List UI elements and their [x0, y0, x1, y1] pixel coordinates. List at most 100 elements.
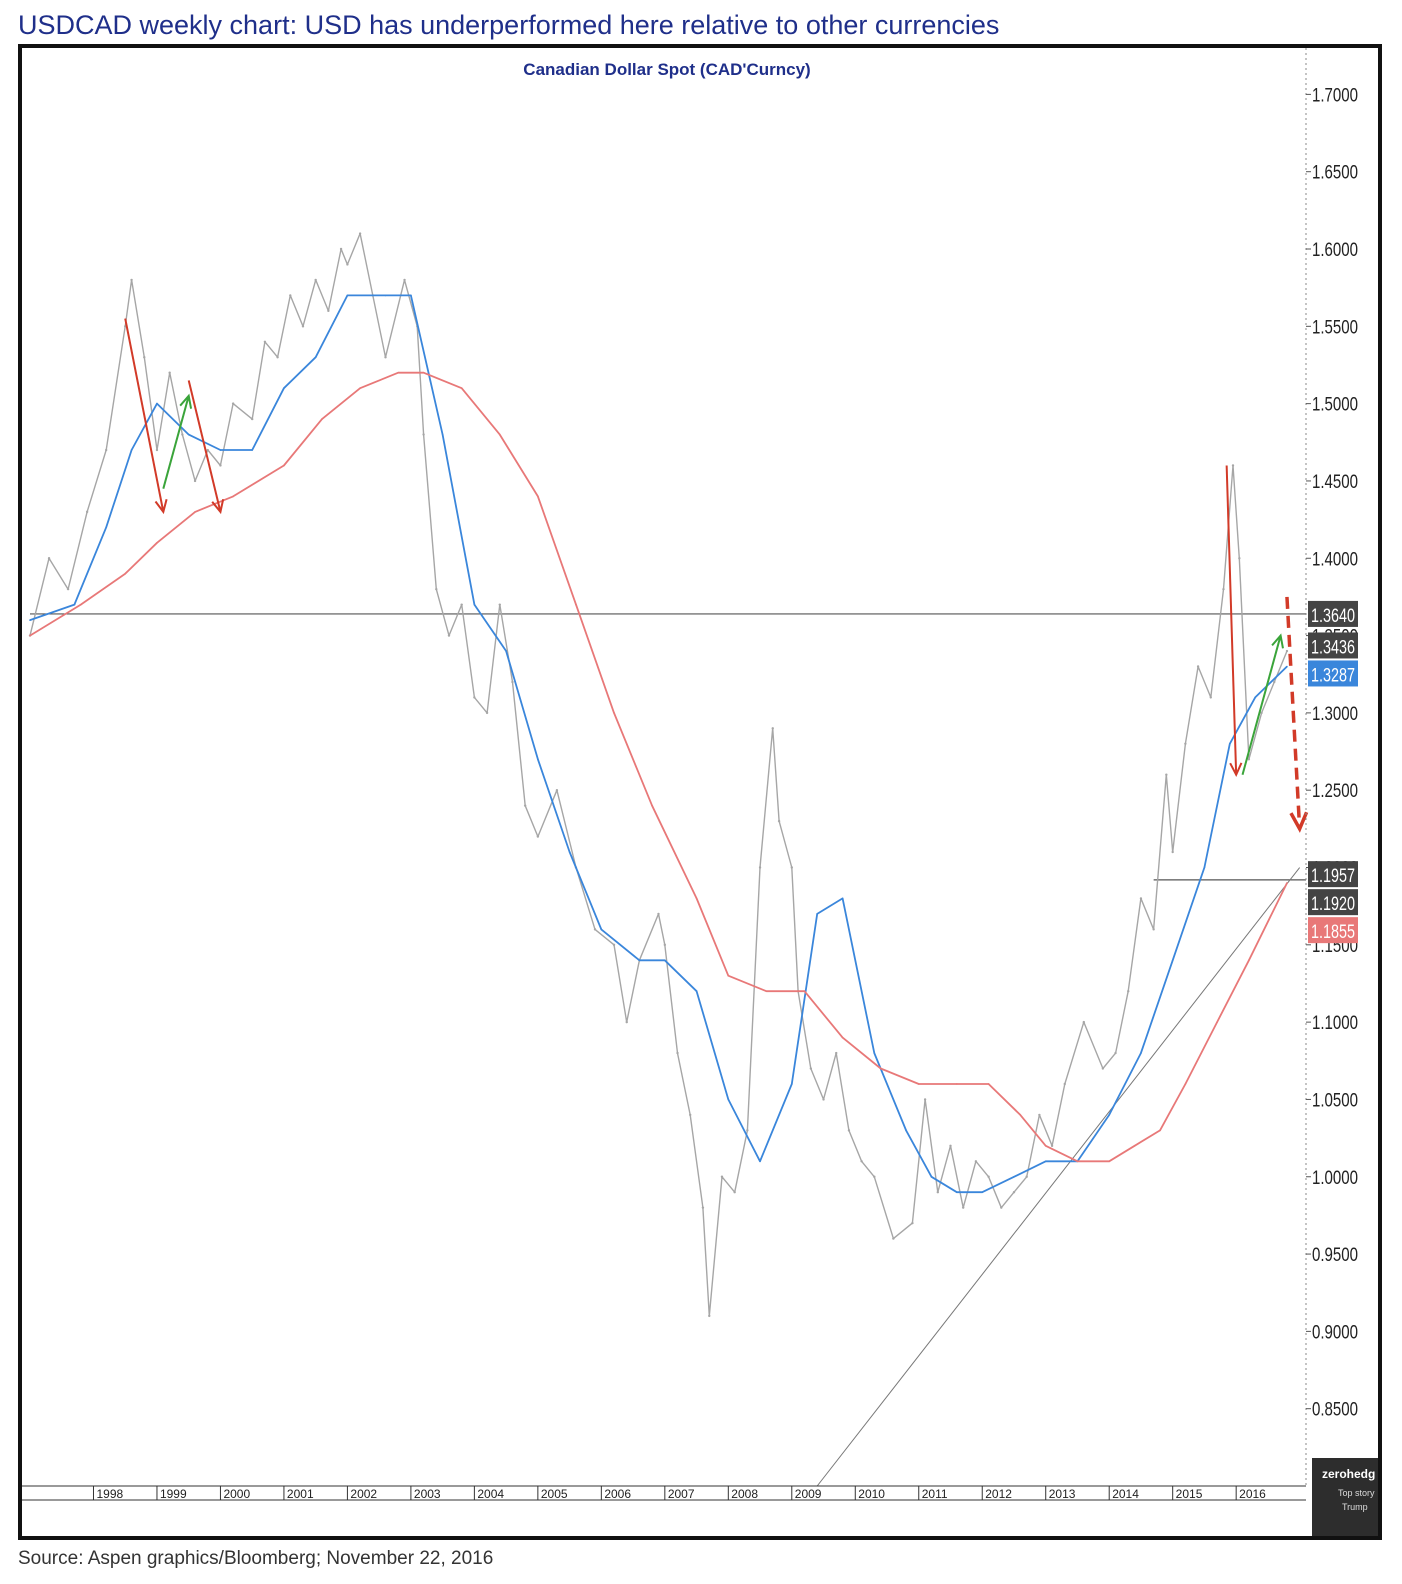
x-tick-label: 2011 — [922, 1487, 948, 1501]
data-point — [206, 448, 209, 452]
data-point — [974, 1160, 978, 1163]
data-point — [1238, 557, 1241, 560]
data-point — [892, 1237, 895, 1240]
data-point — [79, 603, 82, 606]
data-point — [276, 356, 279, 359]
value-tag-label: 1.1957 — [1311, 866, 1355, 887]
data-point — [1285, 649, 1289, 653]
data-point — [384, 356, 387, 359]
x-tick-label: 2010 — [858, 1487, 885, 1501]
data-point — [841, 1036, 844, 1039]
data-point — [511, 680, 514, 684]
x-tick-label: 2004 — [477, 1487, 504, 1501]
x-tick-label: 2008 — [731, 1487, 758, 1501]
data-point — [822, 1098, 825, 1101]
data-point — [410, 294, 412, 297]
data-point — [930, 1175, 933, 1178]
data-point — [905, 1129, 907, 1132]
arrow-head — [211, 498, 225, 515]
source-note: Source: Aspen graphics/Bloomberg; Novemb… — [18, 1548, 494, 1569]
data-point — [949, 1144, 952, 1148]
data-point — [289, 294, 292, 297]
data-point — [638, 959, 641, 962]
watermark-caption-1: Top story — [1338, 1488, 1375, 1498]
data-point — [321, 418, 323, 420]
data-point — [505, 650, 507, 652]
y-tick-label: 0.9000 — [1312, 1322, 1358, 1343]
value-tag-label: 1.1920 — [1311, 894, 1355, 915]
series-line-0 — [29, 232, 1288, 1317]
x-tick-label: 1999 — [160, 1487, 187, 1501]
data-point — [537, 758, 539, 761]
arrow-shaft — [124, 318, 165, 513]
y-tick-label: 1.5000 — [1312, 395, 1358, 416]
data-point — [537, 495, 539, 498]
data-point — [1108, 1114, 1111, 1116]
value-tag: 1.3436 — [1308, 632, 1358, 659]
data-point — [1044, 1145, 1047, 1147]
data-point — [816, 913, 818, 915]
x-tick-label: 2009 — [795, 1487, 822, 1501]
data-point — [1050, 1144, 1054, 1148]
y-tick-label: 0.9500 — [1312, 1245, 1358, 1266]
data-point — [651, 804, 653, 807]
data-point — [498, 433, 501, 436]
data-point — [1254, 696, 1257, 699]
data-point — [759, 1160, 761, 1163]
data-point — [917, 1083, 920, 1085]
data-point — [283, 387, 285, 389]
data-point — [809, 1067, 813, 1070]
data-point — [727, 974, 730, 977]
data-point — [263, 340, 267, 343]
y-tick-label: 0.8500 — [1312, 1400, 1358, 1421]
data-point — [498, 603, 501, 606]
trend-line — [816, 867, 1301, 1487]
data-point — [85, 510, 89, 514]
y-tick-label: 1.4500 — [1312, 472, 1358, 493]
data-point — [803, 990, 806, 993]
data-point — [231, 402, 235, 405]
data-point — [987, 1175, 990, 1178]
data-point — [733, 1191, 736, 1194]
data-point — [765, 990, 768, 993]
x-tick-label: 2014 — [1112, 1487, 1139, 1501]
data-point — [961, 1206, 965, 1209]
data-point — [1013, 1175, 1015, 1178]
data-point — [187, 433, 190, 436]
data-point — [447, 634, 451, 637]
data-point — [879, 1067, 882, 1070]
data-point — [771, 727, 774, 730]
annotation-arrow — [1285, 596, 1309, 833]
y-tick-label: 1.0000 — [1312, 1168, 1358, 1189]
value-tag: 1.3287 — [1308, 660, 1358, 687]
data-point — [473, 603, 476, 606]
data-point — [1209, 696, 1212, 699]
data-point — [1184, 742, 1187, 746]
value-tag-label: 1.3640 — [1311, 606, 1355, 627]
value-tag-label: 1.3436 — [1311, 637, 1355, 658]
data-point — [168, 371, 171, 374]
data-point — [956, 1191, 958, 1194]
data-point — [1260, 711, 1263, 715]
data-point — [104, 448, 108, 452]
data-point — [105, 526, 107, 529]
x-tick-label: 2007 — [668, 1487, 695, 1501]
series-line-2 — [29, 371, 1288, 1163]
data-point — [873, 1175, 876, 1178]
data-point — [156, 402, 158, 405]
data-point — [1248, 959, 1250, 962]
data-point — [1171, 959, 1174, 962]
data-point — [73, 603, 76, 606]
data-point — [568, 851, 571, 853]
data-point — [923, 1098, 927, 1101]
data-point — [1127, 990, 1130, 993]
data-point — [403, 278, 406, 282]
y-tick-label: 1.5500 — [1312, 317, 1358, 338]
data-point — [657, 912, 660, 916]
data-point — [1038, 1113, 1041, 1117]
data-point — [66, 587, 70, 591]
data-point — [1082, 1020, 1086, 1024]
data-point — [143, 356, 146, 359]
data-point — [339, 247, 343, 251]
y-tick-label: 1.1000 — [1312, 1013, 1358, 1034]
